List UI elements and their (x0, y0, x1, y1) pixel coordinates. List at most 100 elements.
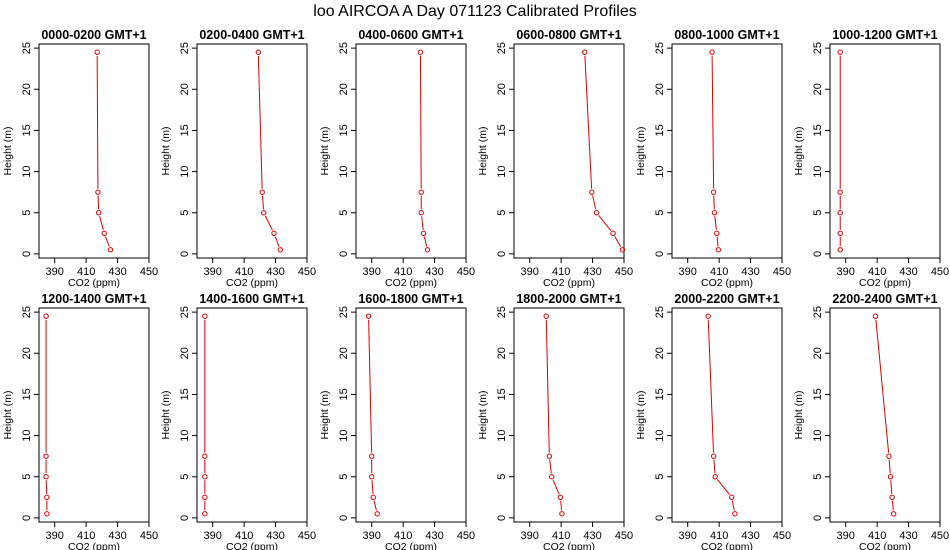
profile-point (418, 189, 424, 195)
y-tick-label: 25 (21, 306, 33, 318)
y-tick-label: 10 (812, 165, 824, 177)
profile-point (417, 49, 424, 55)
panel-title: 1600-1800 GMT+1 (358, 292, 463, 306)
profile-point (370, 494, 376, 501)
y-tick-label: 15 (179, 388, 191, 400)
profile-point (255, 49, 261, 55)
x-axis-label: CO2 (ppm) (68, 541, 120, 550)
y-tick-label: 5 (21, 210, 33, 216)
profile-panel: 2200-2400 GMT+1 390 410 430 450 0 5 10 15 20 25 CO2… (793, 292, 949, 550)
x-tick-label: 390 (363, 266, 381, 278)
panel-title: 1400-1600 GMT+1 (199, 292, 304, 306)
profile-point (365, 313, 372, 319)
profile-point (546, 453, 553, 459)
y-axis-label: Height (m) (2, 390, 14, 439)
profile-line-segment (888, 459, 891, 474)
x-tick-label: 450 (140, 266, 158, 278)
plot-frame (38, 307, 150, 523)
profile-point (715, 247, 722, 253)
y-tick-label: 10 (179, 429, 191, 441)
profile-panel: 0400-0600 GMT+1 390 410 430 450 0 5 10 15 20 25 CO2… (319, 28, 475, 289)
profile-point (44, 511, 50, 517)
profile-line-segment (96, 55, 99, 189)
y-tick-label: 0 (496, 515, 508, 521)
profile-point (424, 247, 431, 253)
x-tick-label: 430 (741, 266, 759, 278)
y-tick-label: 5 (179, 210, 191, 216)
profile-line-segment (584, 55, 593, 189)
profile-line-segment (264, 215, 273, 231)
y-tick-label: 15 (812, 388, 824, 400)
x-tick-label: 430 (266, 530, 284, 542)
profile-line-segment (104, 236, 110, 247)
x-tick-label: 450 (140, 530, 158, 542)
x-tick-label: 430 (425, 266, 443, 278)
profile-panel: 1400-1600 GMT+1 390 410 430 450 0 5 10 15 20 25 CO2… (160, 292, 316, 550)
y-tick-label: 5 (654, 474, 666, 480)
profile-point (261, 210, 267, 216)
x-axis-label: CO2 (ppm) (226, 541, 278, 550)
x-axis-label: CO2 (ppm) (543, 277, 595, 289)
panel-grid: 0000-0200 GMT+1 390 410 430 450 0 5 10 15 20 25 CO2… (2, 28, 949, 550)
panel-title: 0800-1000 GMT+1 (674, 28, 779, 42)
profile-point (202, 313, 208, 319)
profile-point (202, 453, 208, 459)
profile-point (420, 230, 427, 237)
panel-title: 0400-0600 GMT+1 (358, 28, 463, 42)
profile-point (837, 230, 843, 237)
profile-point (543, 313, 549, 319)
y-tick-label: 5 (338, 210, 350, 216)
y-axis-label: Height (m) (477, 390, 489, 439)
y-tick-label: 15 (21, 124, 33, 136)
x-tick-label: 450 (773, 266, 791, 278)
y-tick-label: 25 (654, 306, 666, 318)
y-axis-label: Height (m) (160, 126, 172, 175)
y-tick-label: 5 (812, 210, 824, 216)
profile-line-segment (421, 216, 424, 230)
profile-point (837, 189, 843, 195)
x-tick-label: 390 (204, 530, 222, 542)
y-tick-label: 20 (338, 347, 350, 359)
profile-line-segment (713, 459, 716, 474)
panel-title: 0600-0800 GMT+1 (516, 28, 621, 42)
y-tick-label: 10 (812, 429, 824, 441)
profile-point (96, 210, 102, 216)
y-tick-label: 20 (179, 347, 191, 359)
y-tick-label: 0 (496, 251, 508, 257)
y-tick-label: 20 (21, 347, 33, 359)
x-tick-label: 390 (521, 530, 539, 542)
profile-point (549, 474, 555, 480)
x-tick-label: 410 (394, 530, 412, 542)
y-tick-label: 25 (496, 42, 508, 54)
y-tick-label: 25 (812, 306, 824, 318)
profile-point (582, 49, 588, 55)
x-axis-label: CO2 (ppm) (859, 277, 911, 289)
figure-title: loo AIRCOA A Day 071123 Calibrated Profi… (313, 3, 636, 20)
plot-frame (671, 43, 783, 259)
panel-title: 1000-1200 GMT+1 (832, 28, 937, 42)
profile-line-segment (714, 216, 717, 230)
x-tick-label: 450 (615, 530, 633, 542)
y-tick-label: 10 (654, 429, 666, 441)
x-axis-label: CO2 (ppm) (385, 277, 437, 289)
profile-point (729, 494, 735, 501)
profile-point (94, 49, 100, 55)
profile-point (837, 210, 843, 216)
profile-point (369, 453, 375, 459)
profile-point (619, 247, 626, 253)
y-tick-label: 20 (338, 83, 350, 95)
profile-line-segment (368, 319, 373, 453)
x-tick-label: 450 (298, 530, 316, 542)
y-axis-label: Height (m) (160, 390, 172, 439)
x-tick-label: 410 (552, 530, 570, 542)
profile-line-segment (371, 480, 374, 494)
profile-point (44, 494, 50, 501)
profile-point (593, 210, 600, 216)
profile-panel: 1600-1800 GMT+1 390 410 430 450 0 5 10 15 20 25 CO2… (319, 292, 475, 550)
y-axis-label: Height (m) (793, 126, 805, 175)
y-tick-label: 15 (654, 388, 666, 400)
profile-line-segment (713, 195, 715, 210)
y-tick-label: 0 (21, 251, 33, 257)
x-axis-label: CO2 (ppm) (226, 277, 278, 289)
profile-line-segment (45, 480, 48, 494)
